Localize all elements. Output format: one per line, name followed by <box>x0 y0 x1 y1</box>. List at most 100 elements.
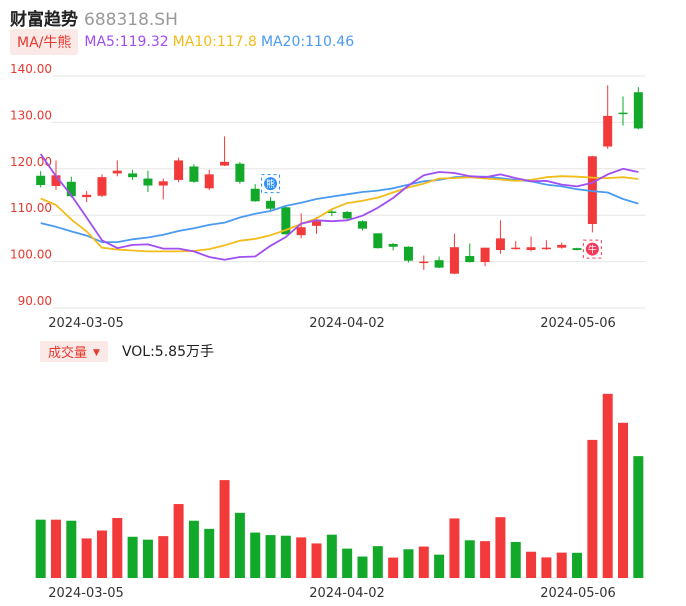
volume-bar <box>158 536 169 578</box>
y-tick-label: 110.00 <box>10 201 52 215</box>
volume-bar <box>127 536 138 578</box>
volume-bar <box>112 518 123 578</box>
signal-label: 牛 <box>588 244 597 256</box>
volume-bar <box>449 518 460 578</box>
volume-bar <box>50 519 61 578</box>
volume-bar <box>388 557 399 578</box>
volume-bar <box>618 422 629 578</box>
signal-markers: 熊牛 <box>261 174 602 259</box>
volume-bar <box>464 540 475 578</box>
y-tick-label: 120.00 <box>10 155 52 169</box>
volume-bar <box>250 532 261 578</box>
volume-bar <box>526 551 537 578</box>
candle-body <box>526 247 536 250</box>
ma10-value: MA10:117.8 <box>172 34 257 50</box>
volume-bar <box>495 517 506 578</box>
ma10-line <box>40 175 639 253</box>
y-tick-label: 100.00 <box>10 248 52 262</box>
signal-frame <box>582 239 602 259</box>
volume-bar <box>541 557 552 578</box>
volume-bar <box>357 556 368 578</box>
candle-body <box>373 233 383 249</box>
candle-body <box>434 260 444 268</box>
candle-body <box>66 181 76 197</box>
candle-body <box>495 238 505 250</box>
candle-body <box>296 227 306 236</box>
volume-bar <box>434 554 445 578</box>
stock-code: 688318.SH <box>84 10 178 30</box>
candle-body <box>541 247 551 250</box>
volume-value: VOL:5.85万手 <box>121 344 214 360</box>
volume-bar <box>96 530 107 578</box>
candle-body <box>128 173 138 178</box>
candle-body <box>189 166 199 182</box>
candle-body <box>465 256 475 263</box>
ma-legend: MA/牛熊 MA5:119.32 MA10:117.8 MA20:110.46 <box>10 29 354 55</box>
volume-bar <box>265 535 276 578</box>
y-tick-label: 140.00 <box>10 62 52 76</box>
ma-indicator-selector[interactable]: MA/牛熊 <box>10 29 79 55</box>
volume-bar <box>480 541 491 578</box>
volume-bar <box>556 552 567 578</box>
candle-body <box>174 160 184 180</box>
volume-bar <box>311 543 322 578</box>
dropdown-triangle-icon: ▼ <box>93 348 100 358</box>
candle-body <box>633 92 643 129</box>
signal-badge <box>264 177 278 191</box>
volume-indicator-selector[interactable]: 成交量 ▼ <box>40 340 108 362</box>
volume-bar <box>66 520 77 578</box>
volume-bar <box>326 534 337 578</box>
volume-legend: 成交量 ▼ VOL:5.85万手 <box>40 340 214 362</box>
stock-name: 财富趋势 <box>10 10 78 30</box>
candle-body <box>480 247 490 263</box>
x-tick-label: 2024-05-06 <box>540 316 616 331</box>
candle-body <box>357 221 367 229</box>
volume-bar <box>602 393 613 578</box>
ma20-value: MA20:110.46 <box>260 34 355 50</box>
candle-body <box>312 221 322 226</box>
volume-bar <box>403 549 414 578</box>
candle-body <box>235 163 245 182</box>
candle-body <box>51 175 61 186</box>
candle-body <box>36 175 46 186</box>
candle-body <box>342 211 352 219</box>
candle-body <box>618 112 628 115</box>
volume-bar <box>587 439 598 578</box>
volume-bar <box>81 538 92 578</box>
x-tick-label: 2024-04-02 <box>309 316 385 331</box>
volume-bar <box>173 504 184 578</box>
volume-bar <box>280 535 291 578</box>
volume-x-tick-label: 2024-03-05 <box>48 586 124 601</box>
price-date-labels: 2024-03-05 2024-04-02 2024-05-06 <box>48 316 616 331</box>
candle-body <box>220 161 230 166</box>
candle-body <box>572 248 582 250</box>
x-tick-label: 2024-03-05 <box>48 316 124 331</box>
ma20-line <box>40 175 639 244</box>
candle-body <box>112 170 122 174</box>
volume-date-labels: 2024-03-05 2024-04-02 2024-05-06 <box>48 586 616 601</box>
candle-body <box>266 200 276 209</box>
volume-bar <box>204 528 215 578</box>
volume-bar <box>342 548 353 578</box>
candle-body <box>557 244 567 248</box>
volume-bar <box>188 520 199 578</box>
signal-label: 熊 <box>266 178 275 190</box>
candle-body <box>587 156 597 225</box>
volume-bar <box>142 539 153 578</box>
volume-bar <box>418 546 429 578</box>
candle-body <box>97 177 107 196</box>
candle-body <box>419 261 429 264</box>
candle-body <box>204 174 214 189</box>
bear-signal-icon: 熊 <box>261 174 281 194</box>
moving-average-lines <box>39 153 639 261</box>
y-tick-label: 90.00 <box>18 294 52 308</box>
candle-body <box>511 247 521 250</box>
volume-x-tick-label: 2024-04-02 <box>309 586 385 601</box>
signal-badge <box>585 242 599 256</box>
volume-bar <box>35 519 46 578</box>
volume-x-tick-label: 2024-05-06 <box>540 586 616 601</box>
volume-bar <box>372 546 383 578</box>
ma5-line <box>39 153 639 261</box>
candle-body <box>403 246 413 261</box>
